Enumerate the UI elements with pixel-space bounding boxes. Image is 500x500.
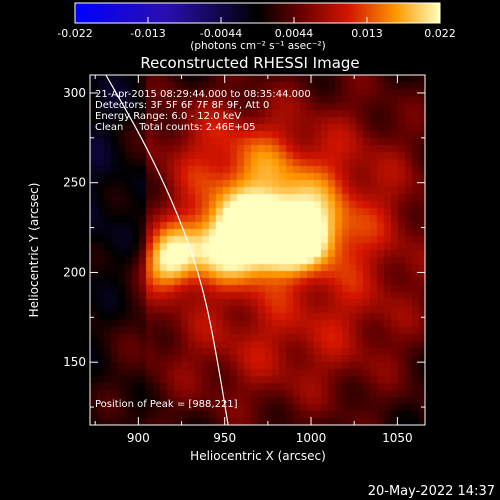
y-axis-label: Heliocentric Y (arcsec) xyxy=(27,183,41,318)
colorbar xyxy=(74,2,441,24)
plot-frame xyxy=(89,74,426,426)
heatmap-image xyxy=(90,75,425,425)
colorbar-unit-label: (photons cm⁻² s⁻¹ asec⁻²) xyxy=(190,40,325,52)
annotation-detectors: Detectors: 3F 5F 6F 7F 8F 9F, Att 0 xyxy=(95,100,269,111)
colorbar-tick-label: 0.022 xyxy=(424,27,456,40)
solar-limb-line xyxy=(105,75,229,425)
y-tick-label: 250 xyxy=(63,176,86,190)
colorbar-ticks: -0.022 -0.013 -0.0044 0.0044 0.013 0.022 xyxy=(57,17,456,40)
colorbar-tick-label: 0.013 xyxy=(351,27,383,40)
x-tick-label: 950 xyxy=(213,431,236,445)
colorbar-tick-label: 0.0044 xyxy=(275,27,314,40)
x-tick-label: 1050 xyxy=(382,431,413,445)
y-tick-label: 200 xyxy=(63,265,86,279)
y-tick-label: 150 xyxy=(63,355,86,369)
peak-position-label: Position of Peak = [988,221] xyxy=(95,399,238,410)
y-tick-label: 300 xyxy=(63,86,86,100)
axis-ticks: 900 950 1000 1050 150 200 250 300 xyxy=(63,75,425,445)
chart-title: Reconstructed RHESSI Image xyxy=(140,54,359,72)
colorbar-tick-label: -0.0044 xyxy=(200,27,242,40)
x-tick-label: 900 xyxy=(127,431,150,445)
annotation-clean-counts: Clean Total counts: 2.46E+05 xyxy=(95,122,255,133)
x-axis-label: Heliocentric X (arcsec) xyxy=(190,449,326,463)
colorbar-tick-label: -0.022 xyxy=(57,27,92,40)
annotation-energy-range: Energy Range: 6.0 - 12.0 keV xyxy=(95,111,241,122)
x-tick-label: 1000 xyxy=(296,431,327,445)
colorbar-tick-label: -0.013 xyxy=(130,27,165,40)
annotation-time-range: 21-Apr-2015 08:29:44.000 to 08:35:44.000 xyxy=(95,89,311,100)
timestamp: 20-May-2022 14:37 xyxy=(368,484,495,499)
